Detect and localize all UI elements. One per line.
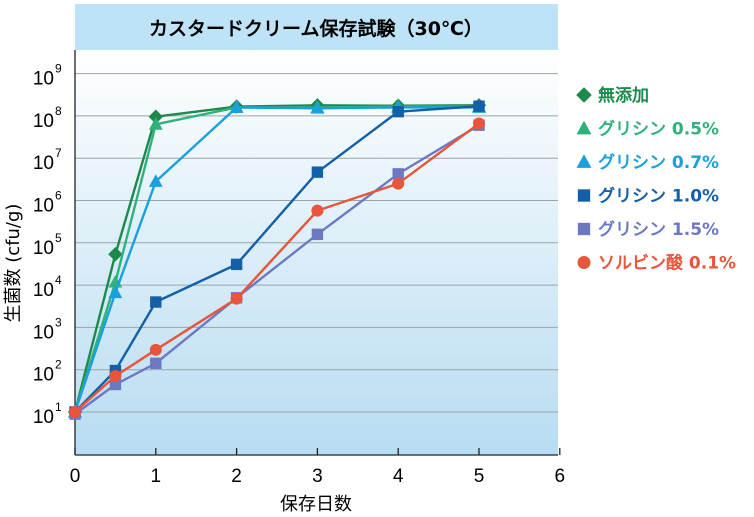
y-tick-exponent: 6 xyxy=(55,189,62,203)
legend-item: グリシン 0.5% xyxy=(576,119,719,140)
y-tick-exponent: 4 xyxy=(55,273,62,287)
chart-title: カスタードクリーム保存試験（30℃） xyxy=(149,17,483,40)
y-tick-base: 10 xyxy=(33,196,54,217)
legend-label: グリシン 0.5% xyxy=(598,119,719,140)
x-tick-label: 1 xyxy=(151,466,162,487)
legend-item: ソルビン酸 0.1% xyxy=(577,253,736,274)
data-point xyxy=(148,109,163,124)
y-tick-base: 10 xyxy=(33,365,54,386)
data-point xyxy=(392,168,404,180)
axes xyxy=(74,50,561,456)
legend-item: グリシン 0.7% xyxy=(576,152,719,173)
y-tick-label: 10 2 xyxy=(33,358,62,386)
data-point xyxy=(109,370,122,383)
data-point xyxy=(230,258,243,271)
data-point xyxy=(108,247,123,262)
y-tick-label: 10 9 xyxy=(33,62,62,90)
legend-label: グリシン 0.7% xyxy=(598,152,719,173)
y-tick-label: 10 7 xyxy=(33,146,62,174)
legend-marker xyxy=(577,256,591,269)
data-point xyxy=(148,117,163,130)
data-point xyxy=(311,204,324,217)
data-point xyxy=(392,105,404,118)
y-tick-base: 10 xyxy=(33,153,54,174)
legend-label: 無添加 xyxy=(598,85,649,106)
legend-item: グリシン 1.5% xyxy=(577,219,719,240)
y-tick-exponent: 9 xyxy=(55,62,62,76)
y-tick-exponent: 3 xyxy=(55,315,62,329)
x-tick-label: 3 xyxy=(312,466,323,487)
data-point xyxy=(230,292,243,305)
legend-marker xyxy=(577,189,591,202)
y-tick-base: 10 xyxy=(33,280,54,301)
title-banner xyxy=(75,4,558,50)
y-tick-label: 10 6 xyxy=(33,189,62,217)
y-tick-base: 10 xyxy=(33,407,54,428)
y-tick-label: 10 8 xyxy=(33,104,62,132)
y-tick-base: 10 xyxy=(33,69,54,90)
data-point xyxy=(473,100,485,112)
data-point xyxy=(69,406,81,418)
x-tick-labels: 0 1 2 3 4 5 6 xyxy=(70,466,565,487)
y-tick-label: 10 3 xyxy=(33,315,62,343)
y-tick-label: 10 5 xyxy=(33,231,62,259)
legend-label: ソルビン酸 0.1% xyxy=(598,253,736,274)
y-tick-label: 10 1 xyxy=(33,400,62,428)
y-tick-exponent: 8 xyxy=(55,104,62,118)
y-tick-exponent: 1 xyxy=(55,400,62,414)
data-point xyxy=(148,174,163,187)
legend-marker xyxy=(577,222,591,236)
data-point xyxy=(150,296,162,308)
legend-label: グリシン 1.5% xyxy=(598,219,719,240)
y-tick-exponent: 7 xyxy=(55,146,62,160)
data-point xyxy=(473,117,485,130)
y-tick-exponent: 5 xyxy=(55,231,62,245)
legend-item: 無添加 xyxy=(576,85,649,106)
x-tick-label: 4 xyxy=(393,466,404,487)
legend-marker xyxy=(576,154,592,168)
legend-marker xyxy=(576,120,592,135)
x-tick-label: 0 xyxy=(70,466,81,487)
y-tick-base: 10 xyxy=(33,111,54,132)
data-point xyxy=(311,166,324,178)
series-6 xyxy=(69,117,485,418)
data-point xyxy=(229,100,244,113)
legend-marker xyxy=(576,87,592,103)
y-tick-base: 10 xyxy=(33,322,54,343)
x-axis-label: 保存日数 xyxy=(280,494,352,515)
y-axis-label: 生菌数 (cfu/g) xyxy=(3,204,24,323)
data-point xyxy=(311,228,324,241)
data-point xyxy=(149,343,162,356)
data-point xyxy=(109,378,122,391)
data-point xyxy=(310,101,325,114)
x-tick-label: 2 xyxy=(231,466,242,487)
data-point xyxy=(150,357,162,370)
data-point xyxy=(108,285,123,299)
y-tick-label: 10 4 xyxy=(33,273,62,301)
y-tick-base: 10 xyxy=(33,238,54,259)
x-tick-label: 6 xyxy=(555,466,566,487)
legend-item: グリシン 1.0% xyxy=(577,186,719,207)
data-point xyxy=(392,177,405,190)
series xyxy=(67,98,487,420)
y-tick-exponent: 2 xyxy=(55,358,62,372)
x-tick-label: 5 xyxy=(474,466,485,487)
legend-label: グリシン 1.0% xyxy=(598,186,719,207)
